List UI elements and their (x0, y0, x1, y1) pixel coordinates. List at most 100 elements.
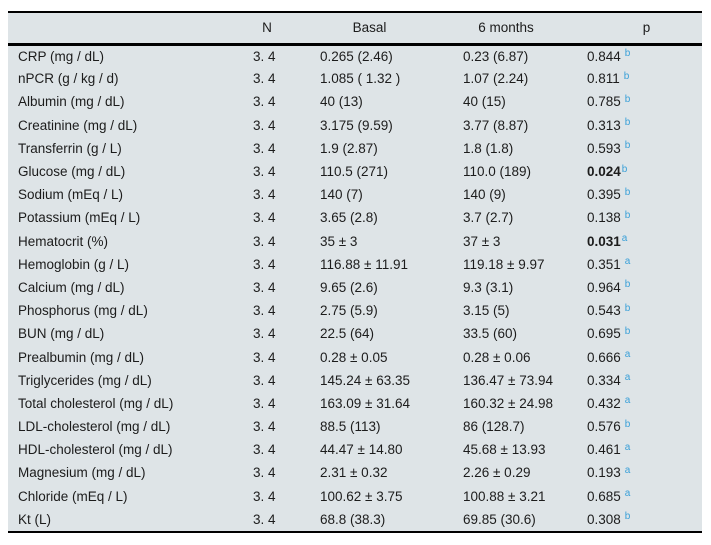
table-row: Total cholesterol (mg / dL) 3. 4 163.09 … (8, 392, 702, 415)
six-months-cell: 100.88 ± 3.21 (463, 488, 546, 504)
six-months-cell: 1.07 (2.24) (463, 71, 529, 87)
basal-cell: 100.62 ± 3.75 (320, 488, 403, 504)
n-cell: 3. 4 (253, 511, 276, 527)
six-months-cell: 37 ± 3 (463, 233, 501, 249)
basal-cell: 2.75 (5.9) (320, 303, 378, 319)
p-superscript: b (624, 418, 631, 430)
n-cell: 3. 4 (253, 303, 276, 319)
six-months-cell: 45.68 ± 13.93 (463, 442, 546, 458)
basal-cell: 110.5 (271) (320, 164, 389, 180)
six-months-cell: 1.8 (1.8) (463, 140, 514, 156)
table-row: CRP (mg / dL) 3. 4 0.265 (2.46) 0.23 (6.… (8, 44, 702, 67)
p-superscript: a (624, 372, 631, 384)
header-row: N Basal 6 months p (8, 13, 702, 46)
p-superscript: b (624, 511, 631, 523)
column-header-n: N (250, 13, 308, 46)
p-cell: 0.666 a (575, 345, 702, 368)
six-months-cell: 119.18 ± 9.97 (463, 256, 545, 272)
basal-cell: 0.265 (2.46) (320, 48, 393, 64)
lab-results-table-container: N Basal 6 months p CRP (mg / dL) 3. 4 0.… (8, 11, 702, 533)
column-header-basal: Basal (308, 13, 451, 46)
n-cell: 3. 4 (253, 117, 276, 133)
basal-cell: 35 ± 3 (320, 233, 358, 249)
p-cell: 0.576 b (575, 415, 702, 438)
p-cell: 0.193 a (575, 461, 702, 484)
table-row: Creatinine (mg / dL) 3. 4 3.175 (9.59) 3… (8, 114, 702, 137)
p-superscript: b (624, 279, 631, 291)
table-row: HDL-cholesterol (mg / dL) 3. 4 44.47 ± 1… (8, 438, 702, 461)
n-cell: 3. 4 (253, 233, 276, 249)
six-months-cell: 9.3 (3.1) (463, 279, 514, 295)
row-label-cell: Chloride (mEq / L) (18, 488, 128, 504)
p-value: 0.334 (587, 372, 621, 388)
p-value: 0.543 (587, 303, 621, 319)
row-label-cell: Albumin (mg / dL) (18, 94, 125, 110)
n-cell: 3. 4 (253, 94, 276, 110)
p-superscript: b (624, 117, 631, 129)
n-cell: 3. 4 (253, 140, 276, 156)
row-label-cell: Total cholesterol (mg / dL) (18, 395, 174, 411)
p-cell: 0.138 b (575, 206, 702, 229)
six-months-cell: 3.15 (5) (463, 303, 510, 319)
basal-cell: 3.65 (2.8) (320, 210, 378, 226)
six-months-cell: 69.85 (30.6) (463, 511, 536, 527)
table-row: Chloride (mEq / L) 3. 4 100.62 ± 3.75 10… (8, 485, 702, 508)
p-cell: 0.593 b (575, 137, 702, 160)
p-value: 0.695 (587, 326, 621, 342)
n-cell: 3. 4 (253, 279, 276, 295)
p-value: 0.024 (587, 164, 621, 180)
six-months-cell: 160.32 ± 24.98 (463, 395, 553, 411)
row-label-cell: Hematocrit (%) (18, 233, 109, 249)
p-value: 0.138 (587, 210, 621, 226)
p-cell: 0.695 b (575, 322, 702, 345)
row-label-cell: Triglycerides (mg / dL) (18, 372, 152, 388)
row-label-cell: Magnesium (mg / dL) (18, 465, 146, 481)
p-value: 0.395 (587, 187, 621, 203)
p-superscript: a (624, 488, 631, 500)
p-cell: 0.811 b (575, 67, 702, 90)
table-row: Glucose (mg / dL) 3. 4 110.5 (271) 110.0… (8, 160, 702, 183)
six-months-cell: 140 (9) (463, 187, 506, 203)
p-superscript: a (624, 256, 631, 268)
p-value: 0.811 (587, 71, 620, 87)
p-superscript: a (621, 233, 628, 245)
p-superscript: a (624, 441, 631, 453)
table-row: Triglycerides (mg / dL) 3. 4 145.24 ± 63… (8, 369, 702, 392)
basal-cell: 116.88 ± 11.91 (320, 256, 408, 272)
p-superscript: a (624, 464, 631, 476)
n-cell: 3. 4 (253, 71, 276, 87)
n-cell: 3. 4 (253, 256, 276, 272)
six-months-cell: 0.28 ± 0.06 (463, 349, 531, 365)
p-cell: 0.308 b (575, 508, 702, 531)
six-months-cell: 86 (128.7) (463, 419, 525, 435)
column-header-p: p (575, 13, 702, 46)
row-label-cell: LDL-cholesterol (mg / dL) (18, 419, 171, 435)
six-months-cell: 110.0 (189) (463, 164, 532, 180)
p-value: 0.351 (587, 256, 621, 272)
basal-cell: 163.09 ± 31.64 (320, 395, 410, 411)
row-label-cell: CRP (mg / dL) (18, 48, 105, 64)
basal-cell: 2.31 ± 0.32 (320, 465, 388, 481)
table-row: Hematocrit (%) 3. 4 35 ± 3 37 ± 3 0.031a (8, 230, 702, 253)
n-cell: 3. 4 (253, 372, 276, 388)
table-row: Kt (L) 3. 4 68.8 (38.3) 69.85 (30.6) 0.3… (8, 508, 702, 531)
basal-cell: 22.5 (64) (320, 326, 375, 342)
six-months-cell: 3.7 (2.7) (463, 210, 514, 226)
row-label-cell: Prealbumin (mg / dL) (18, 349, 145, 365)
p-cell: 0.024b (575, 160, 702, 183)
p-superscript: b (624, 186, 631, 198)
table-row: Calcium (mg / dL) 3. 4 9.65 (2.6) 9.3 (3… (8, 276, 702, 299)
row-label-cell: Calcium (mg / dL) (18, 279, 125, 295)
table-row: LDL-cholesterol (mg / dL) 3. 4 88.5 (113… (8, 415, 702, 438)
six-months-cell: 0.23 (6.87) (463, 48, 529, 64)
table-row: Phosphorus (mg / dL) 3. 4 2.75 (5.9) 3.1… (8, 299, 702, 322)
n-cell: 3. 4 (253, 48, 276, 64)
basal-cell: 1.9 (2.87) (320, 140, 378, 156)
p-value: 0.964 (587, 279, 621, 295)
basal-cell: 3.175 (9.59) (320, 117, 393, 133)
p-cell: 0.351 a (575, 253, 702, 276)
p-superscript: b (623, 70, 630, 82)
row-label-cell: Potassium (mEq / L) (18, 210, 141, 226)
p-value: 0.461 (587, 442, 621, 458)
p-value: 0.666 (587, 349, 621, 365)
